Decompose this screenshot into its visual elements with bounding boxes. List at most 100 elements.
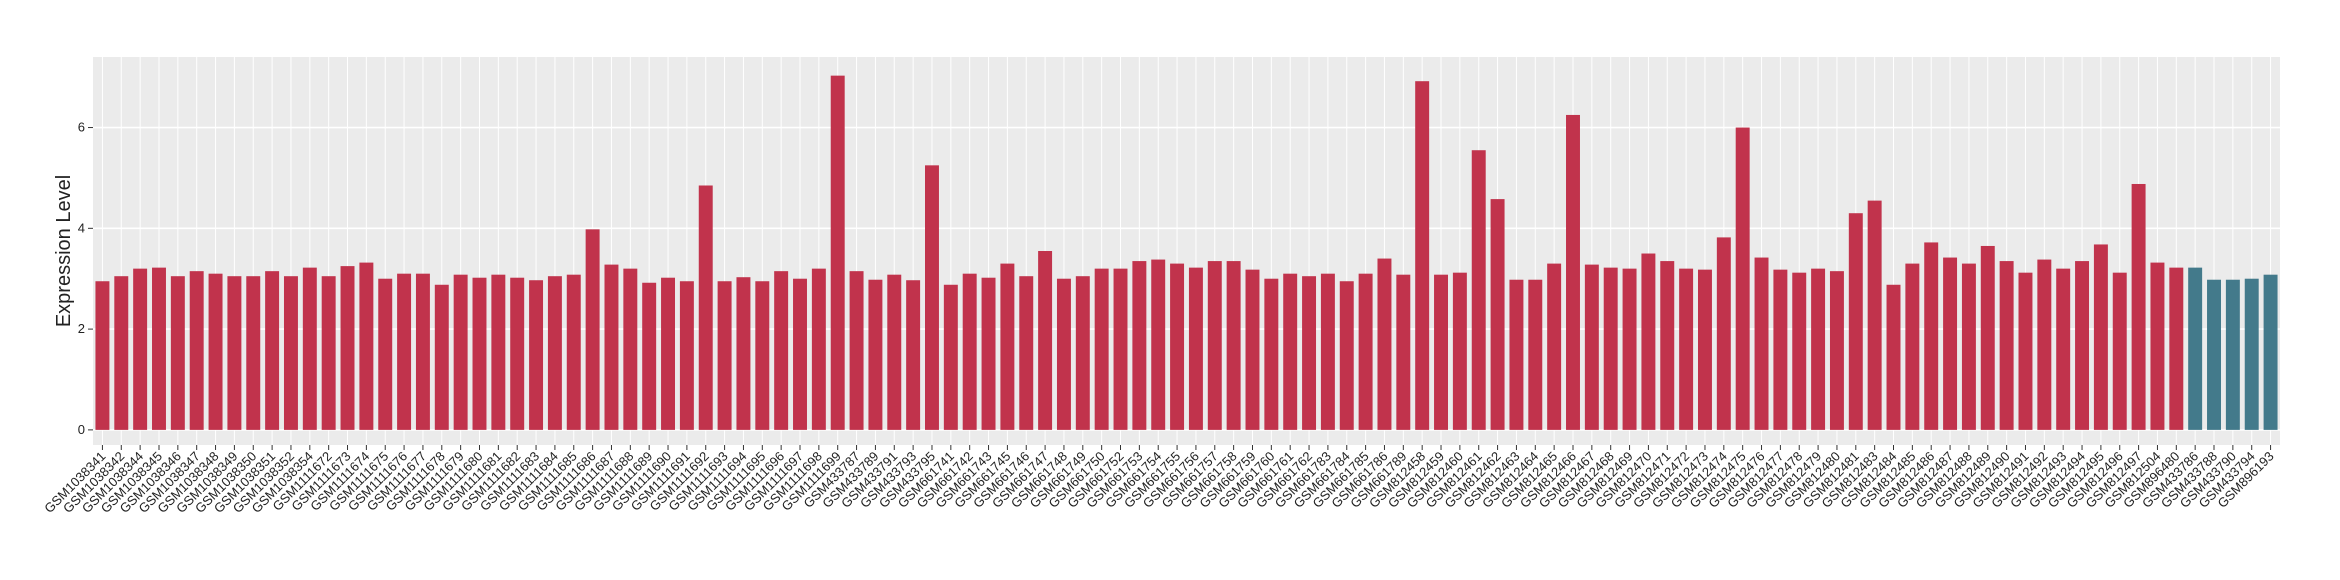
bar — [1377, 258, 1392, 430]
bar — [698, 185, 713, 430]
bar — [2056, 268, 2071, 430]
bar — [472, 277, 487, 430]
bar — [585, 229, 600, 430]
bar — [1622, 268, 1637, 430]
bar — [566, 274, 581, 430]
bar — [1999, 261, 2014, 430]
bar — [962, 273, 977, 430]
bar — [227, 276, 242, 430]
bar — [736, 277, 751, 430]
bar — [1679, 268, 1694, 430]
bar — [1283, 273, 1298, 430]
bar — [283, 276, 298, 430]
bar — [2018, 272, 2033, 430]
bar — [2093, 244, 2108, 430]
bar — [2075, 261, 2090, 430]
bar — [1396, 274, 1411, 430]
bar — [246, 276, 261, 430]
bar — [1961, 263, 1976, 430]
bar — [642, 282, 657, 430]
bar — [1132, 261, 1147, 430]
bar — [1207, 261, 1222, 430]
bar — [510, 277, 525, 430]
bar — [1924, 242, 1939, 430]
bar — [491, 274, 506, 430]
bar — [1056, 278, 1071, 430]
bar — [1811, 268, 1826, 430]
bar — [1490, 199, 1505, 430]
bar — [925, 165, 939, 430]
bar — [152, 267, 166, 430]
bar — [1415, 81, 1430, 430]
bar — [2225, 279, 2240, 430]
bar — [1716, 237, 1731, 430]
bar — [755, 281, 770, 430]
bar — [1886, 284, 1901, 430]
bar — [1829, 271, 1844, 430]
bar — [830, 75, 845, 430]
bar — [1434, 274, 1448, 430]
bar — [1019, 276, 1034, 430]
bar — [2188, 267, 2203, 430]
y-tick-label: 4 — [78, 220, 85, 235]
bar — [981, 277, 996, 430]
bar — [2244, 278, 2259, 430]
bar — [2037, 259, 2052, 430]
bar — [887, 274, 902, 430]
y-tick-label: 0 — [78, 422, 85, 437]
bar — [1075, 276, 1090, 430]
bar — [623, 268, 638, 430]
bar — [1697, 269, 1712, 430]
bar — [359, 262, 374, 430]
y-tick-label: 6 — [78, 120, 85, 135]
bar — [340, 266, 355, 430]
bar — [1358, 273, 1373, 430]
bar — [2150, 262, 2165, 430]
bar — [453, 274, 468, 430]
bar — [434, 284, 449, 430]
y-axis-title: Expression Level — [53, 175, 75, 327]
bar — [1848, 213, 1863, 430]
bar — [2207, 279, 2221, 430]
bar — [208, 273, 223, 430]
bar — [1113, 268, 1128, 430]
bar — [1170, 263, 1185, 430]
bar — [1151, 259, 1166, 430]
bar — [1660, 261, 1675, 430]
bar — [1584, 264, 1599, 430]
bar — [1509, 279, 1524, 430]
bar — [1320, 273, 1335, 430]
bar — [679, 281, 694, 430]
bar — [1094, 268, 1109, 430]
bar — [1452, 272, 1467, 430]
bar — [1905, 263, 1920, 430]
bar — [2131, 183, 2146, 430]
bar — [378, 278, 393, 430]
bar — [95, 281, 110, 430]
bar — [774, 271, 789, 430]
bar — [604, 264, 619, 430]
bar — [1226, 261, 1241, 430]
bar — [793, 278, 807, 430]
bar — [1566, 114, 1580, 430]
bar — [547, 276, 562, 430]
bar — [1471, 150, 1486, 430]
bar — [1773, 269, 1788, 430]
bar — [1943, 257, 1958, 430]
bar — [302, 267, 317, 430]
bar — [1264, 278, 1279, 430]
bar — [661, 277, 676, 430]
bar — [1339, 281, 1354, 430]
bar — [1641, 253, 1656, 430]
bar — [529, 280, 544, 430]
bar — [133, 268, 148, 430]
bar — [943, 284, 958, 430]
bar — [1735, 127, 1750, 430]
bar — [1000, 263, 1015, 430]
bar — [1547, 263, 1562, 430]
y-tick-label: 2 — [78, 321, 85, 336]
bar — [1603, 267, 1618, 430]
bar — [397, 273, 412, 430]
bar — [170, 276, 185, 430]
